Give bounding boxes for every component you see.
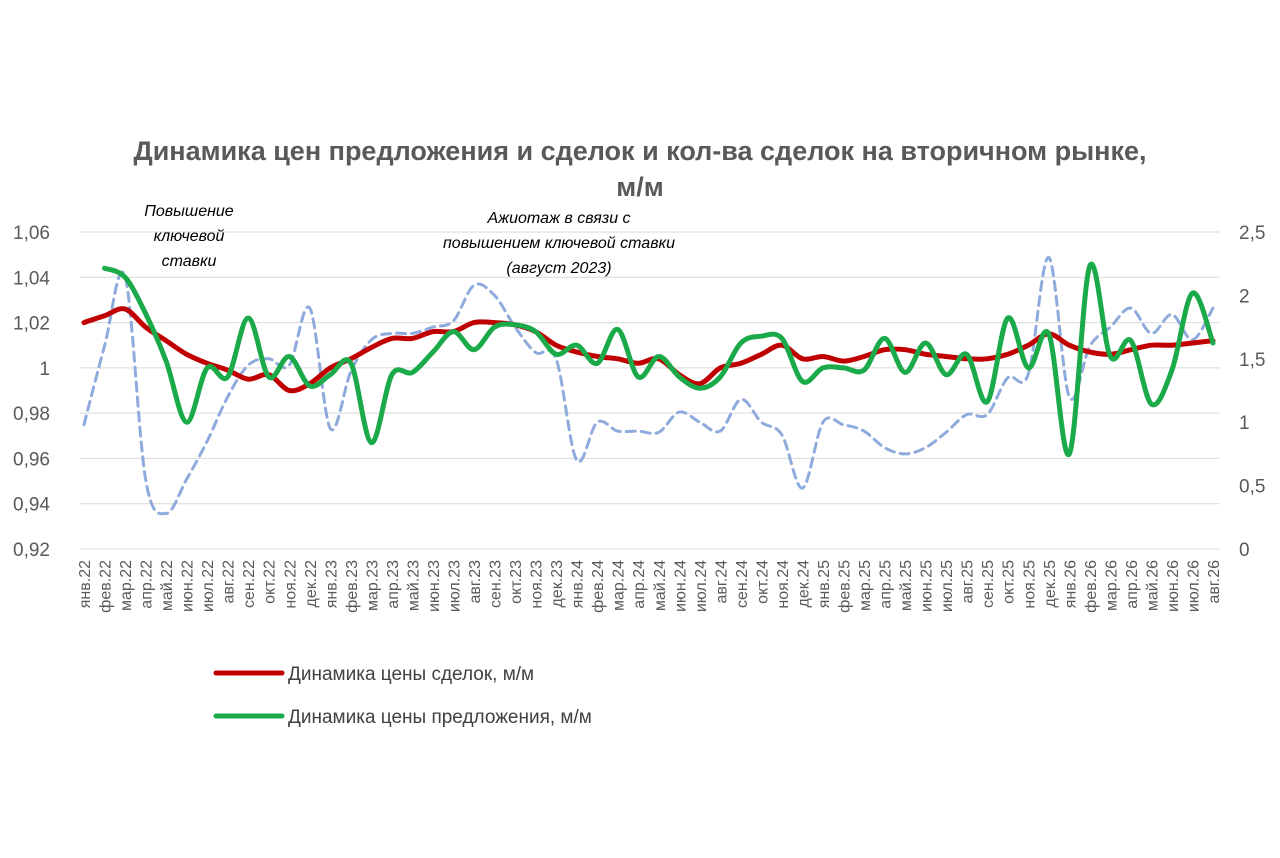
legend-label-offer: Динамика цены предложения, м/м [288,707,592,728]
x-tick-label: мар.24 [611,560,628,611]
x-tick-label: июл.25 [939,560,956,612]
x-tick-label: май.25 [898,560,915,611]
x-tick-label: июл.23 [446,560,463,612]
x-tick-label: авг.24 [713,560,730,604]
x-tick-label: авг.22 [221,560,238,604]
x-tick-label: сен.23 [488,560,505,608]
x-tick-label: июн.23 [426,560,443,612]
x-tick-label: дек.25 [1042,560,1059,608]
x-tick-label: янв.22 [77,560,94,608]
y-left-tick-label: 1,06 [13,223,50,244]
x-tick-label: мар.25 [857,560,874,611]
chart-title-line-1: Динамика цен предложения и сделок и кол-… [133,136,1146,166]
x-tick-label: фев.23 [344,560,361,613]
x-tick-label: ноя.22 [282,560,299,609]
x-tick-label: сен.24 [734,560,751,608]
x-tick-label: май.23 [405,560,422,611]
chart-title-line-2: м/м [616,172,663,202]
y-left-tick-label: 0,94 [13,495,50,516]
y-left-tick-label: 1,02 [13,314,50,335]
x-tick-label: фев.26 [1083,560,1100,613]
y-axis-left: 1,06 1,04 1,02 1 0,98 0,96 0,94 0,92 [13,223,50,561]
x-tick-label: авг.26 [1206,560,1223,604]
annotation-rush-line-3: (август 2023) [506,260,611,277]
y-left-tick-label: 0,92 [13,540,50,561]
x-tick-label: мар.22 [118,560,135,611]
y-axis-right: 2,5 2 1,5 1 0,5 0 [1239,223,1265,561]
x-tick-label: мар.23 [364,560,381,611]
x-tick-label: янв.23 [323,560,340,608]
x-tick-label: июл.22 [200,560,217,612]
x-tick-label: окт.25 [1001,560,1018,604]
y-right-tick-label: 0,5 [1239,477,1265,498]
annotation-key-rate-line-2: ключевой [154,228,225,245]
x-tick-label: окт.23 [508,560,525,604]
x-tick-label: сен.22 [241,560,258,608]
x-axis: янв.22 фев.22 мар.22 апр.22 май.22 июн.22 июл.… [77,560,1223,613]
x-tick-label: май.22 [159,560,176,611]
x-tick-label: май.24 [652,560,669,611]
annotation-key-rate-line-1: Повышение [144,203,234,220]
x-tick-label: июл.24 [693,560,710,612]
y-right-tick-label: 1,5 [1239,350,1265,371]
x-tick-label: ноя.24 [775,560,792,609]
x-tick-label: июн.26 [1165,560,1182,612]
y-left-tick-label: 1 [39,359,50,380]
y-right-tick-label: 2,5 [1239,223,1265,244]
x-tick-label: дек.23 [549,560,566,608]
x-tick-label: фев.25 [837,560,854,613]
x-tick-label: авг.25 [960,560,977,604]
x-tick-label: апр.26 [1124,560,1141,609]
y-right-tick-label: 1 [1239,413,1250,434]
x-tick-label: апр.23 [385,560,402,609]
x-tick-label: июн.22 [180,560,197,612]
x-tick-label: мар.26 [1103,560,1120,611]
gridlines [80,231,1220,550]
series-line-1 [102,261,1216,457]
annotation-key-rate: Повышение ключевой ставки [144,203,234,270]
x-tick-label: окт.22 [262,560,279,604]
annotation-rush: Ажиотаж в связи с повышением ключевой ст… [443,210,675,277]
annotation-rush-line-1: Ажиотаж в связи с [486,210,630,227]
x-tick-label: фев.22 [98,560,115,613]
x-tick-label: дек.22 [303,560,320,608]
x-tick-label: май.26 [1144,560,1161,611]
x-tick-label: июн.24 [672,560,689,612]
x-tick-label: авг.23 [467,560,484,604]
x-tick-label: янв.26 [1062,560,1079,608]
x-tick-label: апр.24 [631,560,648,609]
x-tick-label: июн.25 [919,560,936,612]
plot-area [81,255,1216,516]
x-tick-label: апр.22 [139,560,156,609]
x-tick-label: сен.25 [980,560,997,608]
x-tick-label: янв.24 [570,560,587,608]
x-tick-label: янв.25 [816,560,833,608]
x-tick-label: ноя.23 [529,560,546,609]
y-right-tick-label: 0 [1239,540,1250,561]
series-line-2 [82,255,1215,516]
y-right-tick-label: 2 [1239,286,1250,307]
legend: Динамика цены сделок, м/м Динамика цены … [213,664,592,728]
y-left-tick-label: 1,04 [13,268,50,289]
x-tick-label: ноя.25 [1021,560,1038,609]
y-left-tick-label: 0,98 [13,404,50,425]
legend-label-deals: Динамика цены сделок, м/м [288,664,534,685]
annotation-key-rate-line-3: ставки [162,253,217,270]
x-tick-label: июл.26 [1185,560,1202,612]
x-tick-label: апр.25 [878,560,895,609]
x-tick-label: фев.24 [590,560,607,613]
y-left-tick-label: 0,96 [13,449,50,470]
annotation-rush-line-2: повышением ключевой ставки [443,235,675,252]
x-tick-label: окт.24 [754,560,771,604]
x-tick-label: дек.24 [795,560,812,608]
